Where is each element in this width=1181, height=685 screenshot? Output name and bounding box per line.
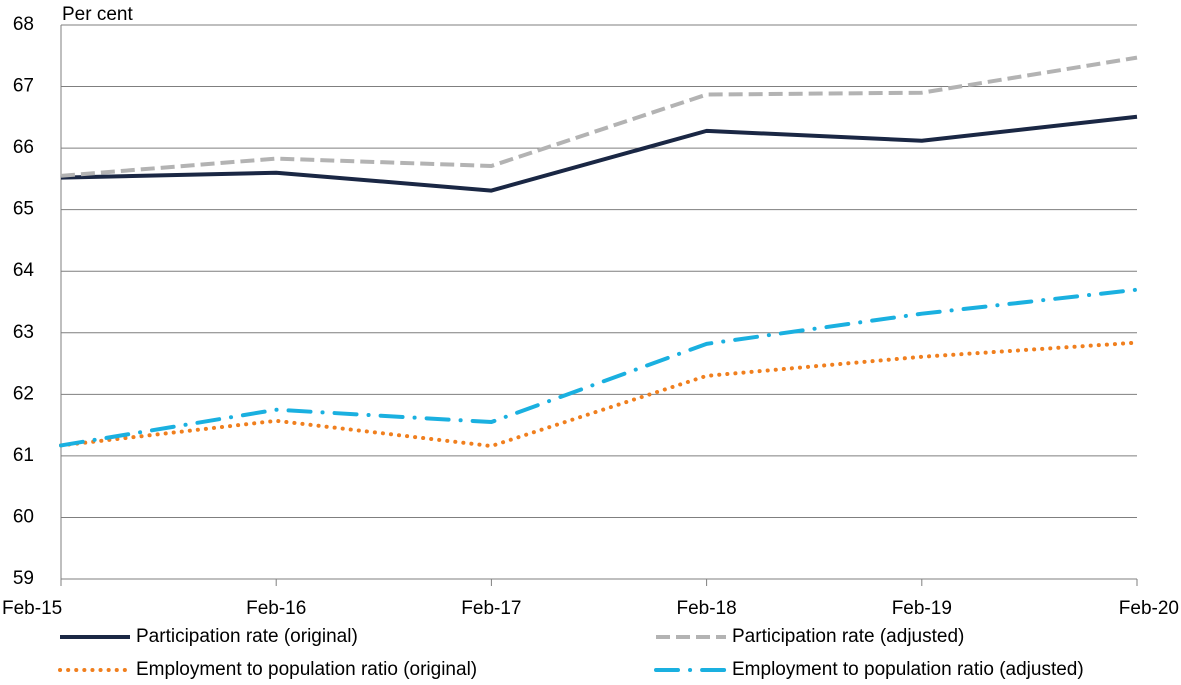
legend-label: Participation rate (original) xyxy=(136,626,358,647)
series-line xyxy=(59,287,1139,448)
y-tick-label: 65 xyxy=(13,199,34,220)
x-tick-label: Feb-15 xyxy=(2,598,62,619)
y-tick-label: 60 xyxy=(13,506,34,527)
legend-label: Employment to population ratio (adjusted… xyxy=(732,659,1084,680)
series-line xyxy=(60,55,1138,178)
y-tick-label: 62 xyxy=(13,383,34,404)
legend-label: Employment to population ratio (original… xyxy=(136,659,477,680)
y-tick-label: 68 xyxy=(13,14,34,35)
y-tick-label: 59 xyxy=(13,568,34,589)
y-axis-label: Per cent xyxy=(62,4,133,25)
x-tick-label: Feb-17 xyxy=(461,598,521,619)
legend-label: Participation rate (adjusted) xyxy=(732,626,964,647)
series-line xyxy=(60,114,1138,193)
x-tick-label: Feb-16 xyxy=(246,598,306,619)
y-tick-label: 67 xyxy=(13,76,34,97)
y-tick-label: 63 xyxy=(13,322,34,343)
y-tick-label: 66 xyxy=(13,137,34,158)
x-tick-label: Feb-20 xyxy=(1119,598,1179,619)
x-tick-label: Feb-19 xyxy=(892,598,952,619)
y-tick-label: 61 xyxy=(13,445,34,466)
y-tick-label: 64 xyxy=(13,260,35,281)
x-tick-label: Feb-18 xyxy=(676,598,736,619)
